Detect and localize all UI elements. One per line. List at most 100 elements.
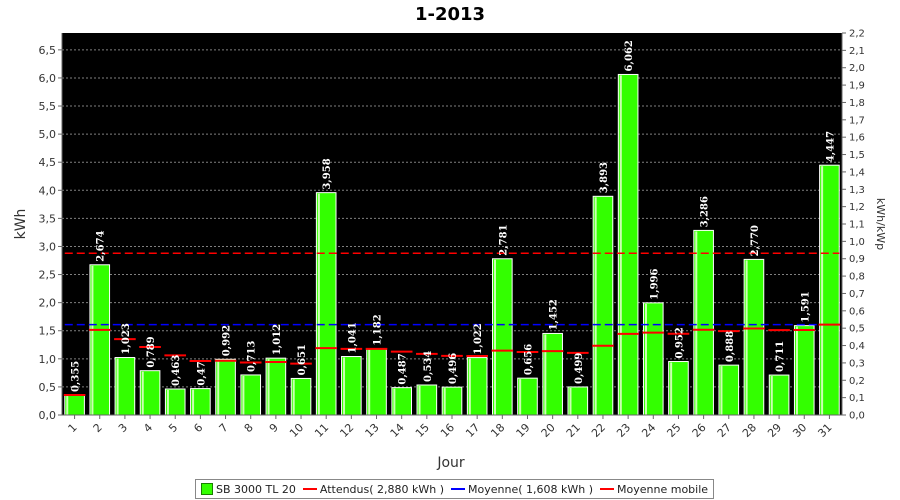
bar-highlight xyxy=(91,265,94,415)
x-tick-label: 25 xyxy=(664,421,683,440)
bar-highlight xyxy=(166,389,169,415)
y-tick-label: 3,0 xyxy=(39,240,57,253)
reference-lines xyxy=(63,252,841,397)
y-tick-label: 2,5 xyxy=(39,269,57,282)
value-label: 0,47 xyxy=(196,361,207,385)
bar-highlight xyxy=(192,389,195,415)
bar-highlight xyxy=(393,388,396,415)
value-label: 1,022 xyxy=(473,323,484,354)
value-label: 2,674 xyxy=(96,230,107,261)
x-tick-label: 20 xyxy=(539,421,558,440)
legend-item-attendus: Attendus( 2,880 kWh ) xyxy=(302,483,444,496)
value-label: 0,711 xyxy=(775,341,786,372)
bar-highlight xyxy=(66,396,69,415)
bar-highlight xyxy=(544,334,547,415)
y2-tick-label: 1,7 xyxy=(849,115,865,126)
value-label: 3,958 xyxy=(322,158,333,189)
bar-highlight xyxy=(217,360,220,415)
value-label: 1,182 xyxy=(373,314,384,345)
x-tick-label: 31 xyxy=(815,421,834,440)
bar-highlight xyxy=(821,166,824,415)
y-tick-label: 4,5 xyxy=(39,156,57,169)
y2-axis-label: kWh/kWp xyxy=(874,198,887,250)
value-label: 1,591 xyxy=(800,291,811,322)
y2-tick-label: 0,7 xyxy=(849,289,865,300)
y2-tick-label: 0,4 xyxy=(849,341,865,352)
y2-tick-label: 1,3 xyxy=(849,185,865,196)
bar-highlight xyxy=(494,259,497,415)
bar-highlight xyxy=(594,197,597,415)
value-label: 0,789 xyxy=(146,336,157,367)
grid-lines xyxy=(62,49,842,416)
value-label: 0,713 xyxy=(247,341,258,372)
bar-highlight xyxy=(116,358,119,415)
y-tick-label: 1,5 xyxy=(39,325,57,338)
y-tick-label: 4,0 xyxy=(39,184,57,197)
bar-highlight xyxy=(795,326,798,415)
x-tick-label: 22 xyxy=(589,421,608,440)
y-tick-label: 2,0 xyxy=(39,297,57,310)
bar-highlight xyxy=(619,75,622,415)
value-label: 1,041 xyxy=(347,322,358,353)
bar-highlight xyxy=(468,358,471,415)
y-tick-label: 6,5 xyxy=(39,44,57,57)
x-tick-label: 13 xyxy=(363,421,382,440)
x-tick-label: 14 xyxy=(388,421,407,440)
y2-tick-label: 1,1 xyxy=(849,220,865,231)
y2-tick-label: 1,4 xyxy=(849,167,865,178)
y2-tick-label: 0,0 xyxy=(849,411,865,422)
bar-highlight xyxy=(443,388,446,415)
bar-highlight xyxy=(242,375,245,415)
y-tick-label: 5,5 xyxy=(39,100,57,113)
y-axis-label: kWh xyxy=(13,209,29,240)
value-label: 0,534 xyxy=(423,351,434,382)
x-tick-label: 11 xyxy=(312,421,331,440)
x-tick-label: 16 xyxy=(438,421,457,440)
x-tick-label: 4 xyxy=(141,421,155,435)
y-tick-label: 0,0 xyxy=(39,409,57,422)
x-tick-label: 23 xyxy=(614,421,633,440)
x-tick-label: 17 xyxy=(463,421,482,440)
y2-tick-label: 0,9 xyxy=(849,254,865,265)
legend-swatch-attendus xyxy=(302,488,317,490)
x-tick-label: 15 xyxy=(413,421,432,440)
value-label: 0,487 xyxy=(398,353,409,384)
x-axis-label: Jour xyxy=(436,455,465,471)
y2-tick-label: 0,2 xyxy=(849,376,865,387)
bar-highlight xyxy=(292,379,295,415)
value-label: 0,463 xyxy=(171,355,182,386)
bar-highlight xyxy=(770,376,773,415)
bar-highlight xyxy=(644,303,647,415)
value-label: 0,992 xyxy=(222,325,233,356)
value-label: 0,496 xyxy=(448,353,459,384)
x-tick-label: 9 xyxy=(267,421,281,435)
value-label: 0,888 xyxy=(725,331,736,362)
value-label: 1,996 xyxy=(649,269,660,300)
legend-label-moyenne-mobile: Moyenne mobile xyxy=(617,482,709,496)
bar-highlight xyxy=(368,349,371,415)
value-labels: 0,355 2,674 1,023 0,789 0,463 0,47 0,992 0,713 1… xyxy=(71,40,837,392)
y2-tick-label: 1,0 xyxy=(849,237,865,248)
x-tick-label: 29 xyxy=(765,421,784,440)
bar-highlight xyxy=(519,379,522,415)
y2-tick-label: 2,1 xyxy=(849,46,865,57)
x-tick-label: 1 xyxy=(66,421,80,435)
y2-axis-ticks: 0,0 0,1 0,2 0,3 0,4 0,5 0,6 0,7 0,8 0,9 1,0 1,1 1,2 1… xyxy=(841,29,865,422)
y2-tick-label: 0,1 xyxy=(849,393,865,404)
value-label: 1,452 xyxy=(549,299,560,330)
x-tick-label: 12 xyxy=(337,421,356,440)
value-label: 0,952 xyxy=(674,327,685,358)
y2-tick-label: 1,9 xyxy=(849,81,865,92)
y2-tick-label: 2,2 xyxy=(849,29,865,40)
value-label: 6,062 xyxy=(624,40,635,71)
value-label: 1,012 xyxy=(272,324,283,355)
x-tick-label: 7 xyxy=(217,421,231,435)
y2-tick-label: 2,0 xyxy=(849,63,865,74)
bar-highlight xyxy=(317,193,320,415)
value-label: 4,447 xyxy=(825,131,836,162)
y2-tick-label: 1,5 xyxy=(849,150,865,161)
x-tick-label: 28 xyxy=(740,421,759,440)
x-tick-label: 27 xyxy=(715,421,734,440)
y-tick-label: 6,0 xyxy=(39,72,57,85)
